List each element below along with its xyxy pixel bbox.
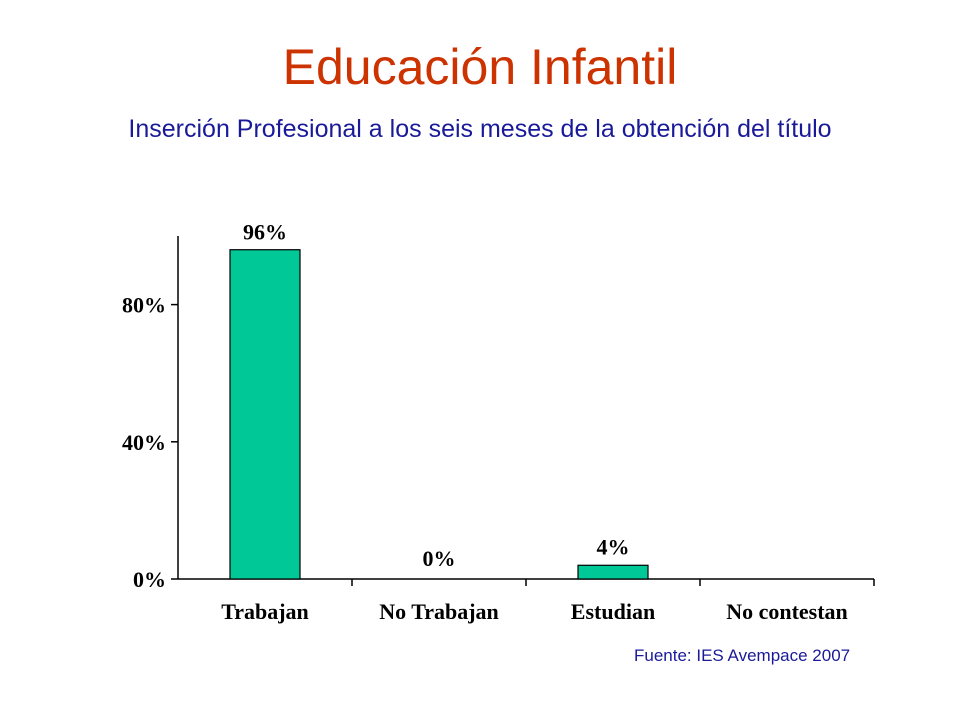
y-tick-label: 0% bbox=[133, 567, 166, 592]
x-tick-label: Trabajan bbox=[221, 599, 309, 624]
bar bbox=[577, 564, 649, 580]
chart-subtitle: Inserción Profesional a los seis meses d… bbox=[128, 115, 832, 143]
y-tick-label: 80% bbox=[122, 293, 166, 318]
data-label: 0% bbox=[423, 546, 456, 571]
x-tick-label: Estudian bbox=[571, 599, 655, 624]
y-tick-label: 40% bbox=[122, 430, 166, 455]
data-label: 96% bbox=[243, 220, 287, 245]
bar bbox=[229, 249, 301, 580]
x-tick-label: No contestan bbox=[726, 599, 848, 624]
chart-title: Educación Infantil bbox=[282, 39, 678, 95]
data-label: 4% bbox=[597, 534, 630, 559]
source-note: Fuente: IES Avempace 2007 bbox=[634, 646, 851, 665]
x-tick-label: No Trabajan bbox=[379, 599, 499, 624]
